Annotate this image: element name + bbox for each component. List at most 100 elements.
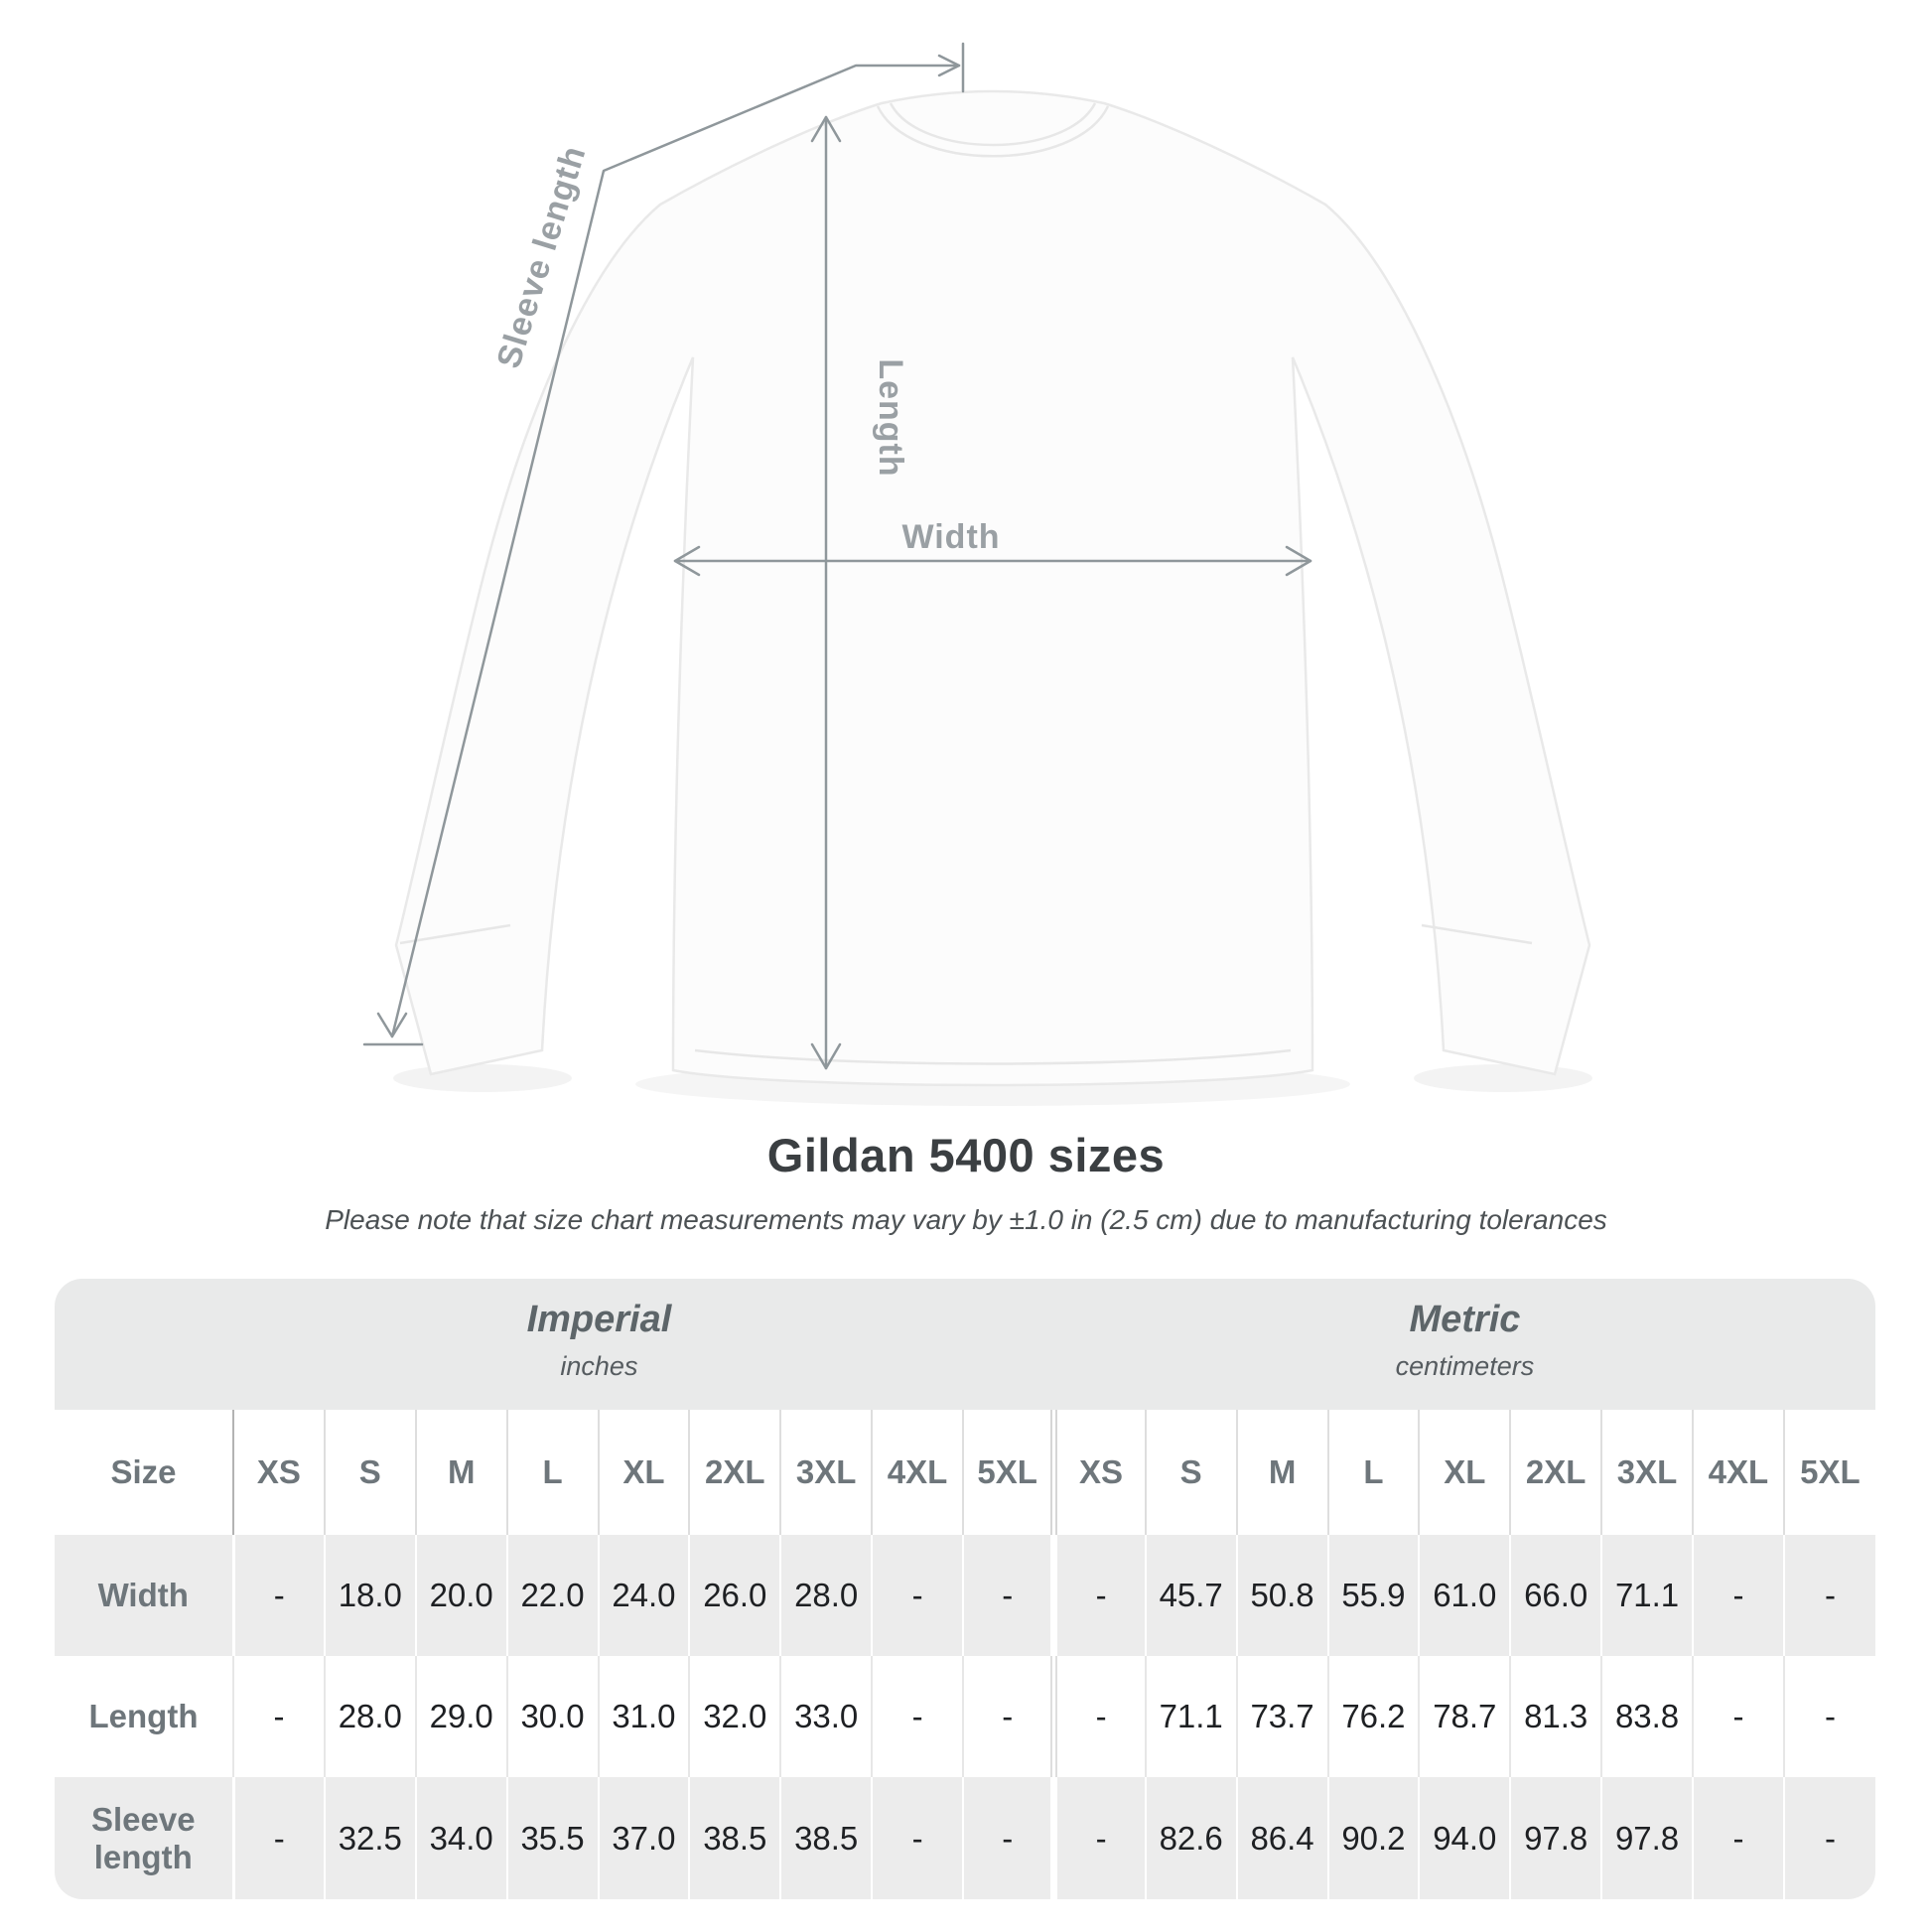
width-imperial-s: 18.0 [323,1535,416,1656]
sleeve-metric-l: 90.2 [1326,1777,1420,1899]
col-header-imperial-4xl: 4XL [871,1410,963,1535]
sleeve-imperial-3xl: 38.5 [779,1777,873,1899]
sleeve-metric-2xl: 97.8 [1509,1777,1602,1899]
length-metric-2xl: 81.3 [1509,1656,1602,1777]
col-header-metric-m: M [1235,1410,1328,1535]
sleeve-imperial-xl: 37.0 [597,1777,690,1899]
sleeve-imperial-s: 32.5 [323,1777,416,1899]
arrowhead-right [1285,545,1312,577]
col-header-metric-5xl: 5XL [1782,1410,1875,1535]
length-metric-s: 71.1 [1144,1656,1237,1777]
length-metric-m: 73.7 [1235,1656,1328,1777]
length-imperial-l: 30.0 [505,1656,599,1777]
shirt-outline [394,89,1591,1087]
col-header-imperial-xs: XS [232,1410,325,1535]
width-imperial-m: 20.0 [414,1535,507,1656]
sleeve-metric-xs: - [1050,1777,1146,1899]
width-metric-4xl: - [1692,1535,1784,1656]
length-imperial-xs: - [232,1656,325,1777]
width-metric-l: 55.9 [1326,1535,1420,1656]
width-imperial-2xl: 26.0 [688,1535,781,1656]
table-row-width: Width - 18.0 20.0 22.0 24.0 26.0 28.0 - … [55,1535,1875,1656]
hem-seam [694,1048,1292,1065]
col-header-metric-s: S [1144,1410,1237,1535]
length-imperial-s: 28.0 [323,1656,416,1777]
sleeve-metric-xl: 94.0 [1418,1777,1511,1899]
cuff-shadow-right [1414,1064,1592,1092]
length-imperial-2xl: 32.0 [688,1656,781,1777]
arrowhead-right [937,54,961,77]
shirt-illustration [393,89,1592,1106]
width-metric-xs: - [1050,1535,1146,1656]
sleeve-length-dimension-line [362,42,965,1046]
unit-band-row: Imperial inches Metric centimeters [55,1279,1875,1410]
arrowhead-left [673,545,701,577]
length-metric-5xl: - [1782,1656,1875,1777]
size-column-header: Size [55,1410,233,1535]
cuff-shadow-left [393,1064,572,1092]
page-title: Gildan 5400 sizes [766,1129,1166,1181]
length-imperial-3xl: 33.0 [779,1656,873,1777]
col-header-metric-l: L [1326,1410,1420,1535]
length-metric-xs: - [1050,1656,1146,1777]
imperial-band-name: Imperial [526,1299,672,1340]
title-block: Gildan 5400 sizes Please note that size … [0,1128,1932,1236]
row-label-sleeve-length: Sleeve length [55,1777,233,1899]
sleeve-imperial-2xl: 38.5 [688,1777,781,1899]
width-imperial-3xl: 28.0 [779,1535,873,1656]
cuff-seam-left [399,923,511,945]
col-header-metric-xs: XS [1050,1410,1146,1535]
sleeve-imperial-5xl: - [962,1777,1054,1899]
sleeve-metric-s: 82.6 [1144,1777,1237,1899]
col-header-imperial-5xl: 5XL [962,1410,1054,1535]
size-header-row: Size XS S M L XL 2XL 3XL 4XL 5XL XS S M … [55,1410,1875,1535]
page-subtitle: Please note that size chart measurements… [325,1204,1607,1235]
col-header-imperial-2xl: 2XL [688,1410,781,1535]
sleeve-metric-4xl: - [1692,1777,1784,1899]
col-header-imperial-3xl: 3XL [779,1410,873,1535]
length-imperial-m: 29.0 [414,1656,507,1777]
col-header-imperial-s: S [323,1410,416,1535]
col-header-metric-xl: XL [1418,1410,1511,1535]
sleeve-imperial-m: 34.0 [414,1777,507,1899]
width-metric-m: 50.8 [1235,1535,1328,1656]
length-metric-l: 76.2 [1326,1656,1420,1777]
imperial-band-unit: inches [560,1351,638,1381]
length-imperial-xl: 31.0 [597,1656,690,1777]
col-header-metric-4xl: 4XL [1692,1410,1784,1535]
sleeve-imperial-xs: - [231,1777,325,1899]
row-label-length: Length [55,1656,233,1777]
arrowhead-down [810,1042,842,1070]
imperial-band: Imperial inches [55,1279,1054,1410]
collar-seam-outer [876,105,1110,158]
col-header-imperial-xl: XL [597,1410,690,1535]
size-chart-table: Imperial inches Metric centimeters Size … [55,1279,1875,1899]
width-metric-2xl: 66.0 [1509,1535,1602,1656]
length-imperial-4xl: - [871,1656,963,1777]
length-dimension-line [810,115,842,1070]
length-metric-3xl: 83.8 [1600,1656,1693,1777]
width-metric-xl: 61.0 [1418,1535,1511,1656]
width-imperial-xs: - [231,1535,325,1656]
length-metric-xl: 78.7 [1418,1656,1511,1777]
width-dimension-line [673,545,1312,577]
width-imperial-l: 22.0 [505,1535,599,1656]
width-imperial-4xl: - [871,1535,963,1656]
length-imperial-5xl: - [962,1656,1054,1777]
shirt-measurement-diagram: Sleeve length Length Width [362,42,1592,1106]
collar-seam-inner [889,102,1097,147]
table-row-length: Length - 28.0 29.0 30.0 31.0 32.0 33.0 -… [55,1656,1875,1777]
width-metric-3xl: 71.1 [1600,1535,1693,1656]
width-metric-5xl: - [1782,1535,1875,1656]
arrowhead-down [376,1012,408,1038]
sleeve-metric-5xl: - [1782,1777,1875,1899]
width-label: Width [901,518,1000,556]
arrowhead-up [810,115,842,143]
sleeve-imperial-l: 35.5 [505,1777,599,1899]
col-header-imperial-l: L [505,1410,599,1535]
sleeve-metric-m: 86.4 [1235,1777,1328,1899]
width-metric-s: 45.7 [1144,1535,1237,1656]
sleeve-metric-3xl: 97.8 [1600,1777,1693,1899]
width-imperial-xl: 24.0 [597,1535,690,1656]
width-imperial-5xl: - [962,1535,1054,1656]
